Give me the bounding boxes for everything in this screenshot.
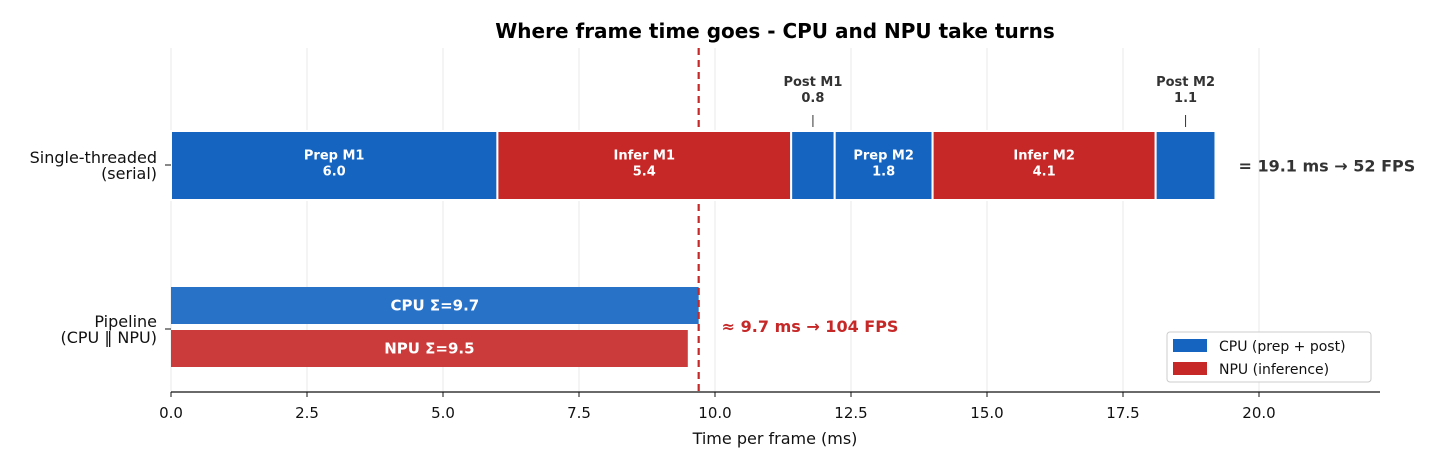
bars — [170, 48, 1217, 392]
x-tick-label: 10.0 — [698, 404, 731, 422]
x-tick-label: 2.5 — [295, 404, 319, 422]
x-tick-label: 5.0 — [431, 404, 455, 422]
x-axis-label: Time per frame (ms) — [692, 429, 858, 448]
row-labels: Single-threaded (serial) Pipeline (CPU ‖ NP… — [30, 148, 171, 347]
x-tick-label: 0.0 — [159, 404, 183, 422]
pipeline-bar-label: NPU Σ=9.5 — [384, 340, 474, 358]
row-label: Single-threaded (serial) — [30, 148, 157, 183]
legend-swatch — [1173, 339, 1207, 352]
legend-swatch — [1173, 362, 1207, 375]
segment-label: Infer M2 4.1 — [1013, 149, 1074, 180]
pipeline-bar-npu — [171, 330, 688, 367]
segment-label: Infer M1 5.4 — [614, 149, 675, 180]
row-label: Pipeline (CPU ‖ NPU) — [60, 312, 157, 347]
x-tick-label: 7.5 — [567, 404, 591, 422]
x-tick-label: 12.5 — [834, 404, 867, 422]
legend-label: NPU (inference) — [1219, 362, 1329, 378]
bar-segment-post-m1 — [790, 130, 836, 201]
x-axis: 0.0 2.5 5.0 7.5 10.0 12.5 15.0 17.5 20.0 — [159, 391, 1380, 422]
pipeline-bar-cpu — [171, 287, 699, 324]
legend-label: CPU (prep + post) — [1219, 339, 1346, 355]
bar-segment-infer-m2 — [931, 130, 1157, 201]
segment-label: Prep M2 1.8 — [853, 149, 914, 180]
pipeline-bar-label: CPU Σ=9.7 — [390, 297, 479, 315]
bar-segment-post-m2 — [1154, 130, 1217, 201]
gridlines — [170, 48, 1260, 392]
bar-labels: Prep M1 6.0 Infer M1 5.4 Post M1 0.8 Prep M2 1.… — [304, 75, 1415, 358]
pipeline-total-label: ≈ 9.7 ms → 104 FPS — [722, 317, 899, 336]
segment-label: Prep M1 6.0 — [304, 149, 365, 180]
chart-title: Where frame time goes - CPU and NPU take… — [495, 19, 1055, 43]
serial-total-label: = 19.1 ms → 52 FPS — [1238, 157, 1415, 176]
legend: CPU (prep + post) NPU (inference) — [1166, 331, 1372, 383]
x-tick-label: 20.0 — [1242, 404, 1275, 422]
x-tick-label: 17.5 — [1106, 404, 1139, 422]
bar-segment-infer-m1 — [496, 130, 793, 201]
legend-box — [1166, 331, 1372, 383]
segment-callout-label: Post M2 1.1 — [1156, 75, 1215, 106]
segment-callout-label: Post M1 0.8 — [783, 75, 842, 106]
x-tick-label: 15.0 — [970, 404, 1003, 422]
bar-segment-prep-m2 — [833, 130, 934, 201]
